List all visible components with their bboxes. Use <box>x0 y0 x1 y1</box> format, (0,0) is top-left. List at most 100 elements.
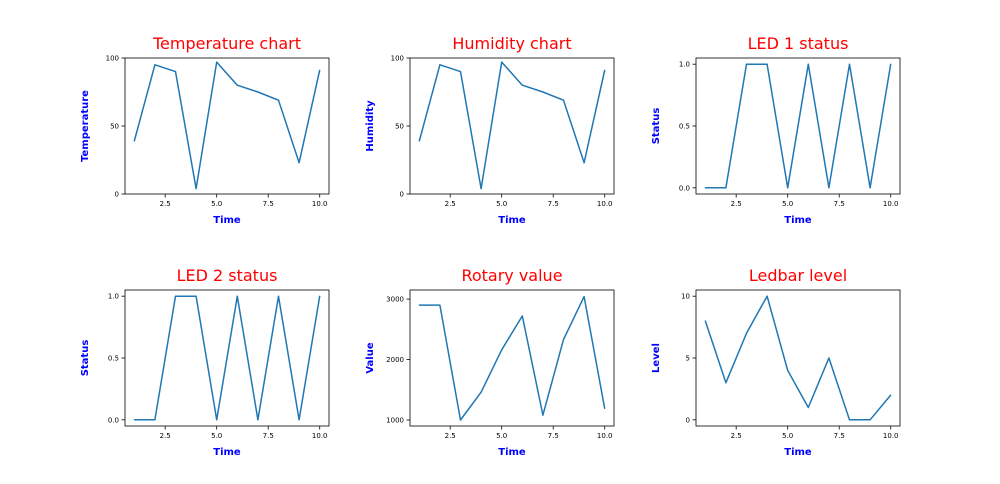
data-point <box>583 162 585 164</box>
series-line-1 <box>704 295 892 421</box>
y-axis-label: Status <box>651 108 662 145</box>
y-tick-label: 100 <box>106 55 119 63</box>
data-point <box>828 187 830 189</box>
y-tick-label: 5 <box>686 355 690 363</box>
data-point <box>257 91 259 93</box>
data-point <box>439 304 441 306</box>
data-point <box>807 406 809 409</box>
x-axis-label: Time <box>784 215 812 226</box>
data-point <box>704 320 706 322</box>
data-point <box>604 407 606 410</box>
data-point <box>848 419 851 421</box>
data-point <box>583 296 585 298</box>
data-point <box>766 63 768 65</box>
x-tick-label: 2.5 <box>731 200 742 208</box>
data-point <box>418 304 420 306</box>
subplot-1: Temperature chart 2.5 5.0 7.5 10.0 0 50 100 Time… <box>80 34 330 226</box>
data-point <box>133 140 135 142</box>
x-tick-label: 2.5 <box>445 200 456 208</box>
x-axis-label: Time <box>498 215 526 226</box>
data-point <box>787 187 789 189</box>
data-point <box>298 162 300 164</box>
x-tick-label: 10.0 <box>883 432 899 440</box>
data-point <box>216 61 218 63</box>
y-tick-label: 3000 <box>386 296 404 304</box>
y-axis-label: Level <box>651 343 662 373</box>
x-tick-label: 2.5 <box>445 432 456 440</box>
y-axis-label: Value <box>365 342 376 373</box>
data-point <box>807 63 809 65</box>
data-point <box>195 188 197 190</box>
x-tick-label: 10.0 <box>312 200 328 208</box>
series-line-1 <box>419 295 606 421</box>
y-axis-label: Temperature <box>80 90 91 162</box>
x-tick-label: 5.0 <box>211 200 222 208</box>
y-tick-label: 1000 <box>386 416 404 424</box>
data-point <box>277 99 280 101</box>
data-point <box>787 369 789 371</box>
x-tick-label: 10.0 <box>312 432 328 440</box>
y-tick-label: 50 <box>110 123 119 131</box>
x-tick-label: 7.5 <box>548 432 559 440</box>
data-point <box>745 63 748 65</box>
x-axis-label: Time <box>498 447 526 458</box>
data-point <box>298 419 300 421</box>
data-point <box>439 64 441 66</box>
y-tick-label: 0 <box>115 191 119 199</box>
x-axis-label: Time <box>784 447 812 458</box>
x-axis-label: Time <box>213 447 241 458</box>
series-line-1 <box>133 61 321 190</box>
x-tick-label: 5.0 <box>496 200 507 208</box>
x-tick-label: 7.5 <box>834 200 845 208</box>
data-point <box>521 84 523 86</box>
data-point <box>890 394 892 396</box>
data-point <box>725 382 727 384</box>
data-point <box>459 419 462 421</box>
data-point <box>133 419 135 421</box>
y-axis-label: Status <box>80 340 91 377</box>
y-tick-label: 0.0 <box>679 184 690 192</box>
data-point <box>745 332 748 334</box>
y-tick-label: 0 <box>686 416 690 424</box>
data-point <box>542 91 544 93</box>
data-point <box>542 414 544 416</box>
data-point <box>766 295 768 297</box>
y-tick-label: 0.5 <box>108 355 119 363</box>
x-tick-label: 10.0 <box>883 200 899 208</box>
y-tick-label: 0.0 <box>108 416 119 424</box>
subplot-3: LED 1 status 2.5 5.0 7.5 10.0 0.0 0.5 1.0 Time St… <box>651 34 901 226</box>
y-tick-label: 2000 <box>386 356 404 364</box>
data-point <box>725 187 727 189</box>
data-point <box>501 349 503 351</box>
subplot-2: Humidity chart 2.5 5.0 7.5 10.0 0 50 100 Time Hum… <box>365 34 615 226</box>
x-tick-label: 10.0 <box>597 200 613 208</box>
series-line-1 <box>134 295 321 421</box>
chart-title: LED 1 status <box>748 34 849 53</box>
x-tick-label: 5.0 <box>782 200 793 208</box>
data-point <box>848 63 851 65</box>
x-tick-label: 2.5 <box>160 432 171 440</box>
y-tick-label: 0 <box>400 191 404 199</box>
chart-title: Temperature chart <box>152 34 301 53</box>
data-point <box>216 419 218 421</box>
data-point <box>562 99 565 101</box>
x-tick-label: 7.5 <box>834 432 845 440</box>
data-point <box>828 357 830 359</box>
data-point <box>174 295 177 297</box>
data-point <box>154 64 156 66</box>
subplot-4: LED 2 status 2.5 5.0 7.5 10.0 0.0 0.5 1.0 Time St… <box>80 266 330 458</box>
chart-title: LED 2 status <box>177 266 278 285</box>
x-tick-label: 7.5 <box>263 200 274 208</box>
data-point <box>521 315 523 317</box>
x-tick-label: 2.5 <box>731 432 742 440</box>
y-tick-label: 0.5 <box>679 123 690 131</box>
data-point <box>236 84 238 86</box>
x-tick-label: 10.0 <box>597 432 613 440</box>
y-tick-label: 10 <box>681 293 690 301</box>
subplot-5: Rotary value 2.5 5.0 7.5 10.0 1000 2000 3000 Tim… <box>365 266 615 458</box>
data-point <box>319 295 321 297</box>
chart-title: Humidity chart <box>452 34 571 53</box>
